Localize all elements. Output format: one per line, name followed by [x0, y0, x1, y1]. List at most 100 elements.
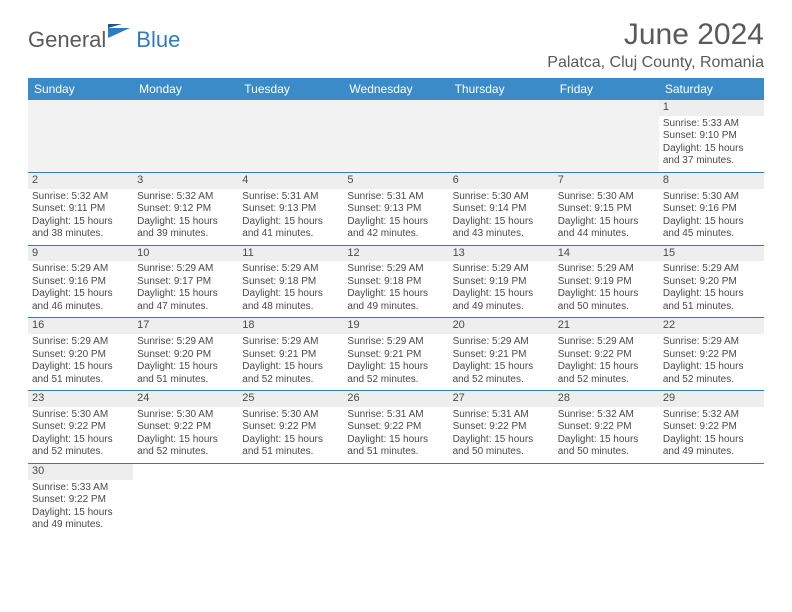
day-info-line: Daylight: 15 hours [453, 216, 550, 229]
day-info-line: and 52 minutes. [32, 446, 129, 459]
day-number: 12 [343, 246, 448, 262]
day-number: 22 [659, 318, 764, 334]
day-info-line: and 37 minutes. [663, 155, 760, 168]
day-info-line: Sunrise: 5:29 AM [347, 263, 444, 276]
header: General Blue June 2024 Palatca, Cluj Cou… [28, 18, 764, 72]
day-info-line: and 52 minutes. [347, 374, 444, 387]
calendar-cell: 18Sunrise: 5:29 AMSunset: 9:21 PMDayligh… [238, 318, 343, 391]
calendar-cell: 30 Sunrise: 5:33 AMSunset: 9:22 PMDayligh… [28, 463, 133, 535]
day-info-line: Sunset: 9:19 PM [558, 276, 655, 289]
calendar-cell [238, 100, 343, 172]
day-info-line: Daylight: 15 hours [32, 361, 129, 374]
day-info-line: Sunset: 9:21 PM [347, 349, 444, 362]
day-info-line: Sunrise: 5:32 AM [32, 191, 129, 204]
day-number: 30 [28, 464, 133, 480]
calendar-row: 16Sunrise: 5:29 AMSunset: 9:20 PMDayligh… [28, 318, 764, 391]
day-info-line: and 44 minutes. [558, 228, 655, 241]
day-info-line: Sunset: 9:16 PM [663, 203, 760, 216]
day-info-line: Sunrise: 5:33 AM [32, 482, 129, 495]
day-info-line: and 49 minutes. [663, 446, 760, 459]
day-info-line: Sunset: 9:22 PM [32, 421, 129, 434]
day-number: 16 [28, 318, 133, 334]
location: Palatca, Cluj County, Romania [547, 54, 764, 72]
weekday-header: Thursday [449, 78, 554, 100]
day-info-line: Sunrise: 5:29 AM [137, 336, 234, 349]
calendar-cell [133, 463, 238, 535]
day-info-line: Sunrise: 5:32 AM [663, 409, 760, 422]
day-info-line: Sunrise: 5:30 AM [242, 409, 339, 422]
calendar-cell: 26Sunrise: 5:31 AMSunset: 9:22 PMDayligh… [343, 391, 448, 464]
day-info-line: Daylight: 15 hours [663, 216, 760, 229]
day-number: 15 [659, 246, 764, 262]
day-info-line: and 52 minutes. [558, 374, 655, 387]
day-number: 3 [133, 173, 238, 189]
day-info-line: Sunset: 9:18 PM [347, 276, 444, 289]
day-info-line: Sunset: 9:10 PM [663, 130, 760, 143]
day-info-line: and 46 minutes. [32, 301, 129, 314]
calendar-body: 1 Sunrise: 5:33 AM Sunset: 9:10 PM Daylight… [28, 100, 764, 536]
day-info-line: Daylight: 15 hours [242, 216, 339, 229]
day-info-line: Sunset: 9:22 PM [453, 421, 550, 434]
calendar-cell: 13Sunrise: 5:29 AMSunset: 9:19 PMDayligh… [449, 245, 554, 318]
day-number: 19 [343, 318, 448, 334]
day-info-line: Sunrise: 5:31 AM [347, 409, 444, 422]
day-info-line: Sunset: 9:22 PM [663, 421, 760, 434]
day-info-line: Sunset: 9:20 PM [663, 276, 760, 289]
day-info-line: Daylight: 15 hours [347, 361, 444, 374]
day-info-line: Sunset: 9:22 PM [347, 421, 444, 434]
day-info-line: Sunset: 9:11 PM [32, 203, 129, 216]
day-info-line: Sunset: 9:22 PM [242, 421, 339, 434]
day-number: 24 [133, 391, 238, 407]
day-info-line: Sunrise: 5:29 AM [453, 336, 550, 349]
day-info-line: Sunset: 9:22 PM [32, 494, 129, 507]
day-number: 18 [238, 318, 343, 334]
day-info-line: and 49 minutes. [347, 301, 444, 314]
day-info-line: Daylight: 15 hours [558, 361, 655, 374]
day-info-line: Daylight: 15 hours [663, 434, 760, 447]
day-info-line: Daylight: 15 hours [32, 507, 129, 520]
day-info-line: Daylight: 15 hours [32, 434, 129, 447]
day-number: 6 [449, 173, 554, 189]
weekday-header: Wednesday [343, 78, 448, 100]
day-info-line: Daylight: 15 hours [347, 216, 444, 229]
day-info-line: Sunrise: 5:31 AM [347, 191, 444, 204]
day-info-line: Sunset: 9:12 PM [137, 203, 234, 216]
day-info-line: Sunrise: 5:29 AM [32, 263, 129, 276]
calendar-cell [449, 100, 554, 172]
calendar-cell: 29Sunrise: 5:32 AMSunset: 9:22 PMDayligh… [659, 391, 764, 464]
logo-flag-icon [108, 24, 134, 45]
day-info-line: and 43 minutes. [453, 228, 550, 241]
calendar-cell: 11Sunrise: 5:29 AMSunset: 9:18 PMDayligh… [238, 245, 343, 318]
calendar-cell [659, 463, 764, 535]
day-number: 1 [659, 100, 764, 116]
day-info-line: Sunrise: 5:30 AM [32, 409, 129, 422]
day-info-line: Sunrise: 5:31 AM [453, 409, 550, 422]
calendar-cell [238, 463, 343, 535]
day-info-line: Sunset: 9:21 PM [453, 349, 550, 362]
weekday-header: Saturday [659, 78, 764, 100]
day-info-line: and 51 minutes. [32, 374, 129, 387]
calendar-cell: 1Sunrise: 5:33 AMSunset: 9:10 PMDaylight… [659, 100, 764, 172]
day-info-line: Daylight: 15 hours [137, 216, 234, 229]
day-info-line: Daylight: 15 hours [558, 288, 655, 301]
day-info-line: Daylight: 15 hours [453, 288, 550, 301]
calendar-cell: 4Sunrise: 5:31 AMSunset: 9:13 PMDaylight… [238, 172, 343, 245]
day-info-line: Daylight: 15 hours [32, 288, 129, 301]
day-info-line: and 52 minutes. [453, 374, 550, 387]
day-info-line: Daylight: 15 hours [663, 288, 760, 301]
day-number: 25 [238, 391, 343, 407]
calendar-cell: 24Sunrise: 5:30 AMSunset: 9:22 PMDayligh… [133, 391, 238, 464]
day-info-line: Sunset: 9:22 PM [558, 349, 655, 362]
calendar-cell: 19 Sunrise: 5:29 AMSunset: 9:21 PMDayligh… [343, 318, 448, 391]
day-info-line: and 49 minutes. [32, 519, 129, 532]
calendar-header: SundayMondayTuesdayWednesdayThursdayFrid… [28, 78, 764, 100]
day-info-line: Sunrise: 5:30 AM [453, 191, 550, 204]
day-info-line: Sunrise: 5:29 AM [347, 336, 444, 349]
day-number: 11 [238, 246, 343, 262]
title-block: June 2024 Palatca, Cluj County, Romania [547, 18, 764, 72]
day-info-line: Sunset: 9:15 PM [558, 203, 655, 216]
day-info-line: and 51 minutes. [663, 301, 760, 314]
day-number: 10 [133, 246, 238, 262]
day-info-line: Daylight: 15 hours [558, 434, 655, 447]
calendar-cell: 14Sunrise: 5:29 AMSunset: 9:19 PMDayligh… [554, 245, 659, 318]
